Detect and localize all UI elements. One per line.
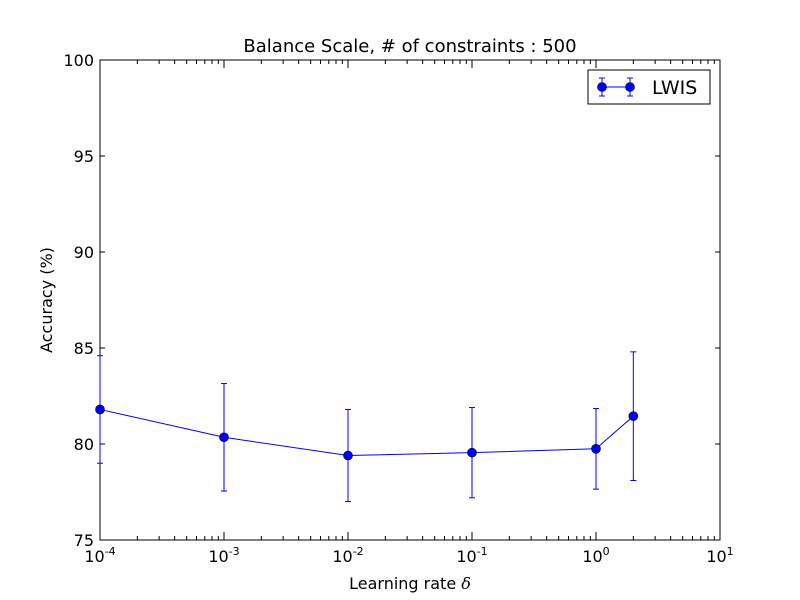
y-tick-label: 95 bbox=[74, 147, 94, 166]
y-tick-label: 90 bbox=[74, 243, 94, 262]
y-tick-label: 75 bbox=[74, 531, 94, 550]
data-point bbox=[95, 404, 105, 415]
series-line bbox=[99, 408, 634, 457]
data-point bbox=[467, 447, 477, 458]
plot-frame bbox=[99, 59, 721, 541]
data-point bbox=[343, 450, 353, 461]
x-tick-label: 10-4 bbox=[84, 545, 115, 566]
axes: 75 80 85 90 95 100 10-4 10-3 10-2 10-1 100 101 bbox=[63, 51, 733, 566]
series-layer bbox=[95, 351, 639, 503]
y-tick-label: 80 bbox=[74, 435, 94, 454]
data-point bbox=[591, 443, 601, 454]
chart-title: Balance Scale, # of constraints : 500 bbox=[243, 36, 576, 57]
data-point bbox=[628, 411, 639, 421]
y-tick-label: 100 bbox=[63, 51, 94, 70]
legend-marker bbox=[597, 82, 607, 92]
x-tick-label: 10-2 bbox=[332, 545, 363, 566]
x-axis-label: Learning rate δ bbox=[349, 574, 471, 593]
x-tick-label: 101 bbox=[706, 545, 733, 566]
legend: LWIS bbox=[587, 69, 711, 105]
legend-marker bbox=[625, 82, 635, 92]
x-tick-label: 100 bbox=[582, 545, 609, 566]
legend-label: LWIS bbox=[652, 77, 697, 99]
y-tick-label: 85 bbox=[74, 339, 94, 358]
y-axis-label: Accuracy (%) bbox=[37, 247, 56, 353]
x-tick-label: 10-1 bbox=[456, 545, 487, 566]
x-tick-label: 10-3 bbox=[208, 545, 239, 566]
data-point bbox=[219, 432, 229, 443]
